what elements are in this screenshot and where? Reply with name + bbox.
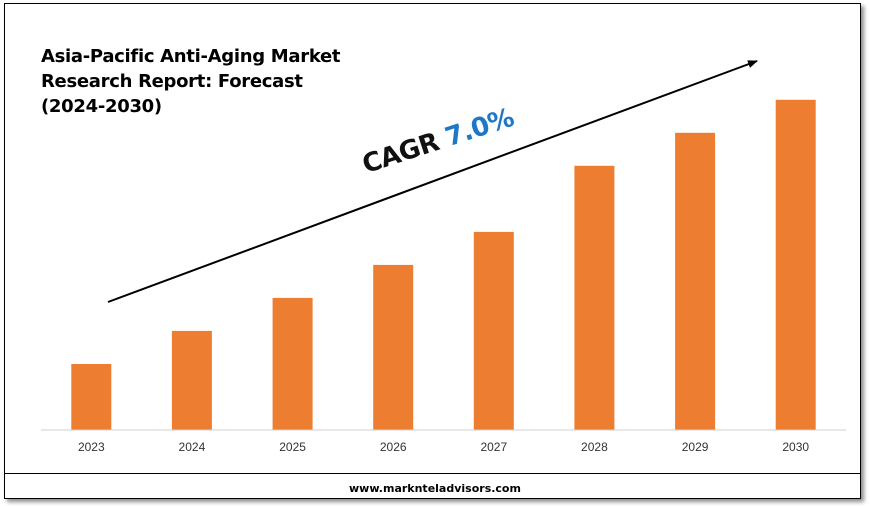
footer-divider bbox=[4, 473, 861, 474]
bar-2027 bbox=[473, 231, 514, 430]
x-tick-2026: 2026 bbox=[380, 440, 407, 454]
chart-frame bbox=[4, 3, 861, 499]
bar-2024 bbox=[171, 330, 212, 430]
x-tick-2023: 2023 bbox=[78, 440, 105, 454]
x-tick-2030: 2030 bbox=[782, 440, 809, 454]
bar-2023 bbox=[71, 364, 112, 430]
chart-title: Asia-Pacific Anti-Aging Market Research … bbox=[41, 44, 361, 119]
x-tick-2028: 2028 bbox=[581, 440, 608, 454]
x-tick-2025: 2025 bbox=[279, 440, 306, 454]
bar-series bbox=[71, 99, 816, 431]
x-tick-2024: 2024 bbox=[179, 440, 206, 454]
title-line-2: Research Report: Forecast bbox=[41, 71, 303, 92]
footer-website: www.marknteladvisors.com bbox=[349, 482, 521, 495]
x-tick-labels: 2023 2024 2025 2026 2027 2028 2029 2030 bbox=[78, 440, 809, 454]
bar-2025 bbox=[272, 297, 313, 430]
title-line-3: (2024-2030) bbox=[41, 96, 162, 117]
x-tick-2029: 2029 bbox=[682, 440, 709, 454]
bar-2028 bbox=[574, 165, 615, 431]
title-line-1: Asia-Pacific Anti-Aging Market bbox=[41, 46, 341, 67]
cagr-trend-arrow bbox=[107, 60, 758, 303]
bar-2026 bbox=[373, 264, 414, 430]
bar-2029 bbox=[675, 132, 716, 431]
x-tick-2027: 2027 bbox=[480, 440, 507, 454]
bar-2030 bbox=[775, 99, 816, 431]
